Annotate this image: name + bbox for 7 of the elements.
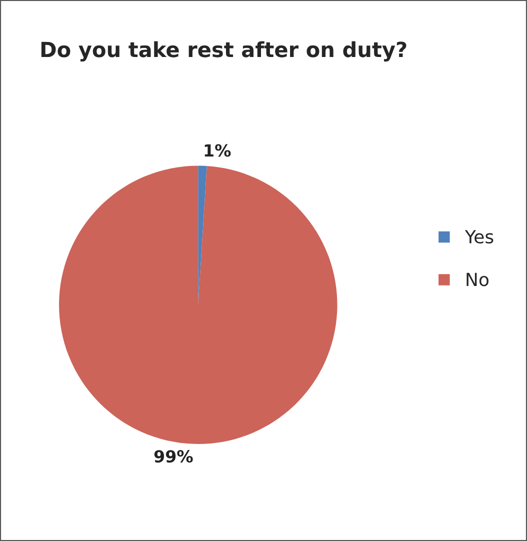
pie-slice bbox=[59, 166, 338, 444]
legend-label: Yes bbox=[464, 230, 494, 244]
data-label: 99% bbox=[154, 450, 193, 463]
chart-title: Do you take rest after on duty? bbox=[41, 41, 406, 62]
pie-slice bbox=[198, 166, 207, 305]
legend-label: No bbox=[466, 272, 488, 286]
data-label: 1% bbox=[204, 144, 231, 157]
